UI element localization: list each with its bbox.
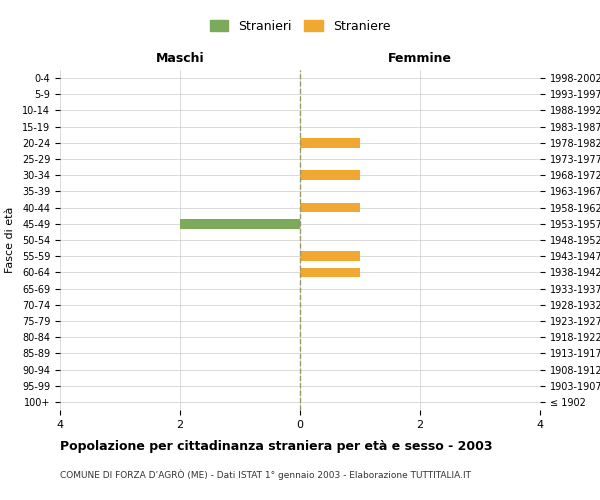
Text: Popolazione per cittadinanza straniera per età e sesso - 2003: Popolazione per cittadinanza straniera p… — [60, 440, 493, 453]
Y-axis label: Fasce di età: Fasce di età — [5, 207, 15, 273]
Bar — [300, 268, 360, 277]
Bar — [300, 138, 360, 147]
Text: Maschi: Maschi — [155, 52, 205, 65]
Text: COMUNE DI FORZA D’AGRÒ (ME) - Dati ISTAT 1° gennaio 2003 - Elaborazione TUTTITAL: COMUNE DI FORZA D’AGRÒ (ME) - Dati ISTAT… — [60, 470, 471, 480]
Bar — [180, 219, 300, 228]
Bar — [300, 203, 360, 212]
Text: Femmine: Femmine — [388, 52, 452, 65]
Legend: Stranieri, Straniere: Stranieri, Straniere — [206, 16, 394, 37]
Bar — [300, 170, 360, 180]
Bar — [300, 252, 360, 261]
